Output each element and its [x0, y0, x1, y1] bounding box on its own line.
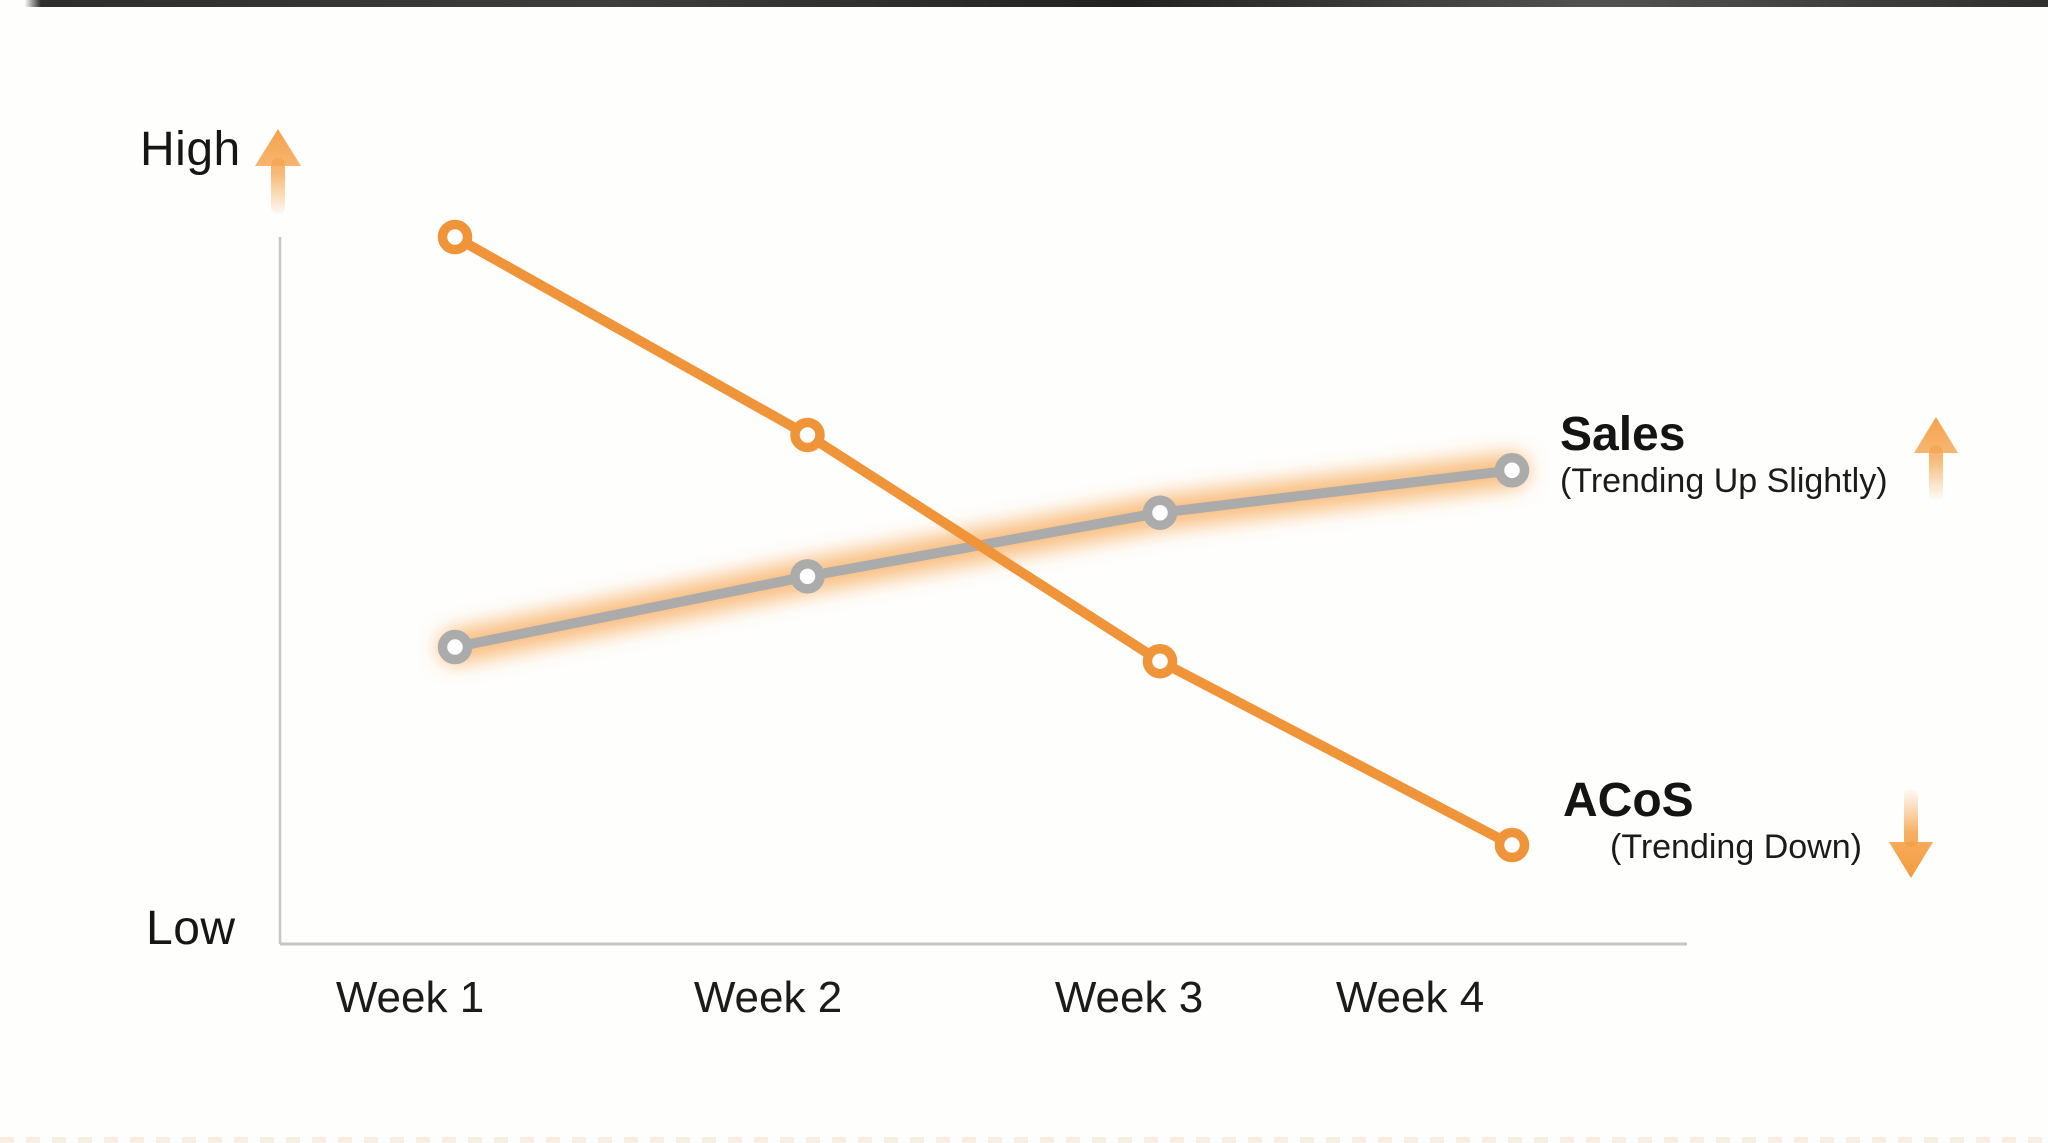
acos-marker-week-4: [1494, 827, 1530, 863]
sales-series-title: Sales: [1560, 408, 1686, 461]
x-tick-label-week-2: Week 2: [693, 973, 843, 1022]
acos-marker-week-3: [1142, 643, 1178, 679]
acos-series-annotation: ACoS (Trending Down): [1563, 774, 1862, 866]
acos-marker-week-1: [437, 219, 473, 255]
acos-line: [450, 232, 1517, 851]
acos-series-title: ACoS: [1563, 774, 1694, 827]
sales-series-subtitle: (Trending Up Slightly): [1560, 461, 1888, 500]
acos-marker-week-2: [790, 417, 825, 453]
series-layer: [437, 219, 1530, 863]
x-tick-label-week-3: Week 3: [1054, 973, 1204, 1022]
sales-marker-week-2: [790, 559, 825, 594]
sales-marker-week-4: [1494, 453, 1530, 488]
y-axis-low-label: Low: [146, 902, 236, 955]
bottom-edge-artifact: [0, 1137, 2048, 1143]
acos-trend-down-arrow-icon: [1889, 789, 1933, 878]
y-axis-high-label: High: [140, 123, 241, 176]
sales-series-annotation: Sales (Trending Up Slightly): [1560, 408, 1888, 500]
x-tick-label-week-4: Week 4: [1335, 973, 1485, 1022]
x-tick-label-week-1: Week 1: [335, 973, 485, 1022]
sales-trend-up-arrow-icon: [1914, 417, 1958, 500]
sales-line-glow: [438, 453, 1529, 665]
sales-marker-week-3: [1142, 495, 1178, 530]
acos-series-subtitle: (Trending Down): [1610, 827, 1862, 866]
top-edge-artifact: [0, 0, 2048, 7]
high-axis-arrow-icon: [255, 129, 301, 214]
sales-marker-week-1: [437, 629, 473, 665]
axes: [278, 237, 1687, 946]
